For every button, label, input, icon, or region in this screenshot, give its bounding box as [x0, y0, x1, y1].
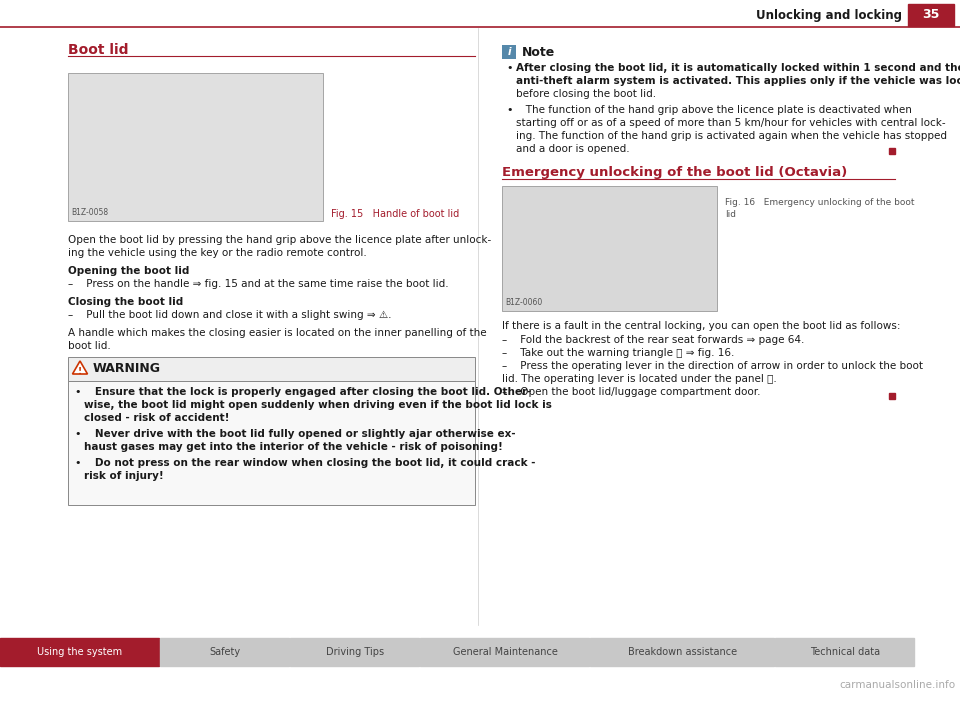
Text: Driving Tips: Driving Tips: [326, 647, 384, 657]
Text: A handle which makes the closing easier is located on the inner panelling of the: A handle which makes the closing easier …: [68, 328, 487, 338]
Text: WARNING: WARNING: [93, 363, 161, 375]
Bar: [502, 186, 717, 311]
Bar: [889, 393, 895, 399]
Text: starting off or as of a speed of more than 5 km/hour for vehicles with central l: starting off or as of a speed of more th…: [516, 118, 946, 128]
Text: !: !: [78, 366, 82, 375]
Text: •: •: [74, 458, 81, 468]
Text: –    Pull the boot lid down and close it with a slight swing ⇒ ⚠.: – Pull the boot lid down and close it wi…: [68, 310, 392, 320]
Text: –    Fold the backrest of the rear seat forwards ⇒ page 64.: – Fold the backrest of the rear seat for…: [502, 335, 804, 345]
Text: carmanualsonline.info: carmanualsonline.info: [839, 680, 955, 690]
Bar: [68, 381, 475, 505]
Text: haust gases may get into the interior of the vehicle - risk of poisoning!: haust gases may get into the interior of…: [84, 442, 503, 452]
Text: lid: lid: [725, 210, 736, 219]
Bar: [775, 638, 914, 666]
Bar: [68, 73, 323, 221]
Text: •: •: [506, 105, 513, 115]
Text: and a door is opened.: and a door is opened.: [516, 144, 630, 154]
Text: anti-theft alarm system is activated. This applies only if the vehicle was locke: anti-theft alarm system is activated. Th…: [516, 76, 960, 86]
Text: •: •: [506, 63, 513, 73]
Text: Fig. 16   Emergency unlocking of the boot: Fig. 16 Emergency unlocking of the boot: [725, 198, 915, 207]
Polygon shape: [73, 361, 87, 374]
Bar: [908, 4, 954, 26]
Text: Safety: Safety: [209, 647, 241, 657]
Text: Emergency unlocking of the boot lid (Octavia): Emergency unlocking of the boot lid (Oct…: [502, 166, 848, 179]
Text: Closing the boot lid: Closing the boot lid: [68, 297, 183, 307]
Text: –    Press on the handle ⇒ fig. 15 and at the same time raise the boot lid.: – Press on the handle ⇒ fig. 15 and at t…: [68, 279, 448, 289]
Text: Using the system: Using the system: [37, 647, 123, 657]
Text: before closing the boot lid.: before closing the boot lid.: [516, 89, 656, 99]
Text: i: i: [507, 47, 511, 57]
Text: Unlocking and locking: Unlocking and locking: [756, 8, 902, 22]
Text: B1Z-0058: B1Z-0058: [71, 208, 108, 217]
Text: Fig. 15   Handle of boot lid: Fig. 15 Handle of boot lid: [331, 209, 459, 219]
Text: closed - risk of accident!: closed - risk of accident!: [84, 413, 229, 423]
Text: Opening the boot lid: Opening the boot lid: [68, 266, 189, 276]
Text: ing. The function of the hand grip is activated again when the vehicle has stopp: ing. The function of the hand grip is ac…: [516, 131, 947, 141]
Text: B1Z-0060: B1Z-0060: [505, 298, 542, 307]
Text: risk of injury!: risk of injury!: [84, 471, 164, 481]
Text: •: •: [74, 387, 81, 397]
Bar: [0, 0, 960, 6]
Bar: [420, 638, 589, 666]
Text: Ensure that the lock is properly engaged after closing the boot lid. Other-: Ensure that the lock is properly engaged…: [84, 387, 532, 397]
Text: wise, the boot lid might open suddenly when driving even if the boot lid lock is: wise, the boot lid might open suddenly w…: [84, 400, 552, 410]
Text: Breakdown assistance: Breakdown assistance: [628, 647, 737, 657]
Text: Do not press on the rear window when closing the boot lid, it could crack -: Do not press on the rear window when clo…: [84, 458, 536, 468]
Bar: [590, 638, 774, 666]
Text: Note: Note: [522, 46, 555, 58]
Bar: [160, 638, 289, 666]
Text: Open the boot lid by pressing the hand grip above the licence plate after unlock: Open the boot lid by pressing the hand g…: [68, 235, 492, 245]
Text: Boot lid: Boot lid: [68, 43, 129, 57]
Text: The function of the hand grip above the licence plate is deactivated when: The function of the hand grip above the …: [516, 105, 912, 115]
Text: •: •: [74, 429, 81, 439]
Text: ing the vehicle using the key or the radio remote control.: ing the vehicle using the key or the rad…: [68, 248, 367, 258]
Text: –    Open the boot lid/luggage compartment door.: – Open the boot lid/luggage compartment …: [502, 387, 760, 397]
Bar: [0, 638, 159, 666]
Text: 35: 35: [923, 8, 940, 22]
Text: General Maintenance: General Maintenance: [452, 647, 558, 657]
Text: lid. The operating lever is located under the panel Ⓑ.: lid. The operating lever is located unde…: [502, 374, 777, 384]
Text: boot lid.: boot lid.: [68, 341, 110, 351]
Text: Never drive with the boot lid fully opened or slightly ajar otherwise ex-: Never drive with the boot lid fully open…: [84, 429, 516, 439]
Bar: [68, 357, 475, 381]
Text: –    Press the operating lever in the direction of arrow in order to unlock the : – Press the operating lever in the direc…: [502, 361, 923, 371]
Text: After closing the boot lid, it is automatically locked within 1 second and the: After closing the boot lid, it is automa…: [516, 63, 960, 73]
Text: If there is a fault in the central locking, you can open the boot lid as follows: If there is a fault in the central locki…: [502, 321, 900, 331]
Bar: [502, 45, 516, 59]
Text: Technical data: Technical data: [810, 647, 880, 657]
Text: –    Take out the warning triangle Ⓐ ⇒ fig. 16.: – Take out the warning triangle Ⓐ ⇒ fig.…: [502, 348, 734, 358]
Bar: [889, 148, 895, 154]
Bar: [290, 638, 419, 666]
